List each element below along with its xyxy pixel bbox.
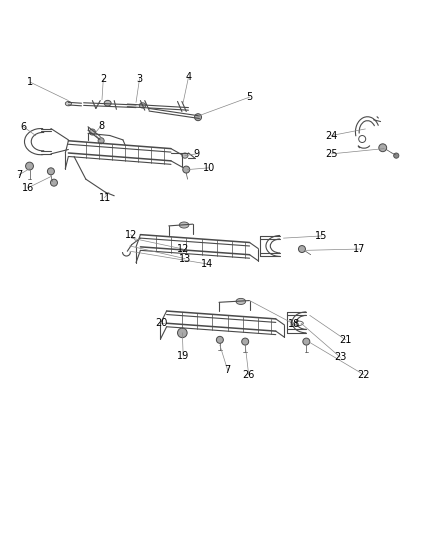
Ellipse shape: [177, 328, 187, 338]
Text: 21: 21: [339, 335, 352, 345]
Text: 3: 3: [137, 74, 143, 84]
Ellipse shape: [104, 100, 111, 106]
Ellipse shape: [194, 114, 201, 120]
Ellipse shape: [50, 179, 57, 186]
Text: 19: 19: [177, 351, 189, 361]
Text: 15: 15: [315, 231, 328, 241]
Text: 13: 13: [179, 254, 191, 264]
Text: 11: 11: [99, 192, 111, 203]
Text: 2: 2: [100, 74, 106, 84]
Text: 26: 26: [243, 370, 255, 380]
Text: 23: 23: [334, 352, 346, 362]
Ellipse shape: [182, 153, 188, 158]
Ellipse shape: [139, 103, 146, 108]
Ellipse shape: [236, 298, 246, 304]
Ellipse shape: [25, 162, 33, 170]
Ellipse shape: [179, 222, 189, 228]
Ellipse shape: [298, 246, 305, 253]
Ellipse shape: [394, 153, 399, 158]
Text: 18: 18: [288, 319, 300, 329]
Text: 12: 12: [177, 244, 189, 254]
Text: 9: 9: [193, 149, 199, 159]
Text: 4: 4: [185, 72, 191, 83]
Ellipse shape: [183, 166, 190, 173]
Ellipse shape: [216, 336, 223, 343]
Ellipse shape: [303, 338, 310, 345]
Text: 20: 20: [155, 318, 168, 328]
Ellipse shape: [65, 101, 71, 106]
Ellipse shape: [379, 144, 387, 152]
Text: 1: 1: [27, 77, 33, 87]
Text: 22: 22: [358, 370, 370, 380]
Ellipse shape: [47, 168, 54, 175]
Text: 6: 6: [20, 122, 26, 132]
Text: 7: 7: [225, 366, 231, 375]
Text: 8: 8: [98, 121, 104, 131]
Text: 10: 10: [203, 163, 215, 173]
Ellipse shape: [242, 338, 249, 345]
Text: 7: 7: [16, 170, 22, 180]
Text: 24: 24: [325, 131, 338, 141]
Ellipse shape: [98, 138, 104, 144]
Text: 16: 16: [21, 183, 34, 193]
Ellipse shape: [89, 129, 95, 135]
Text: 12: 12: [125, 230, 137, 240]
Text: 14: 14: [201, 259, 213, 269]
Text: 17: 17: [353, 244, 366, 254]
Text: 5: 5: [247, 92, 253, 102]
Text: 25: 25: [325, 149, 338, 159]
